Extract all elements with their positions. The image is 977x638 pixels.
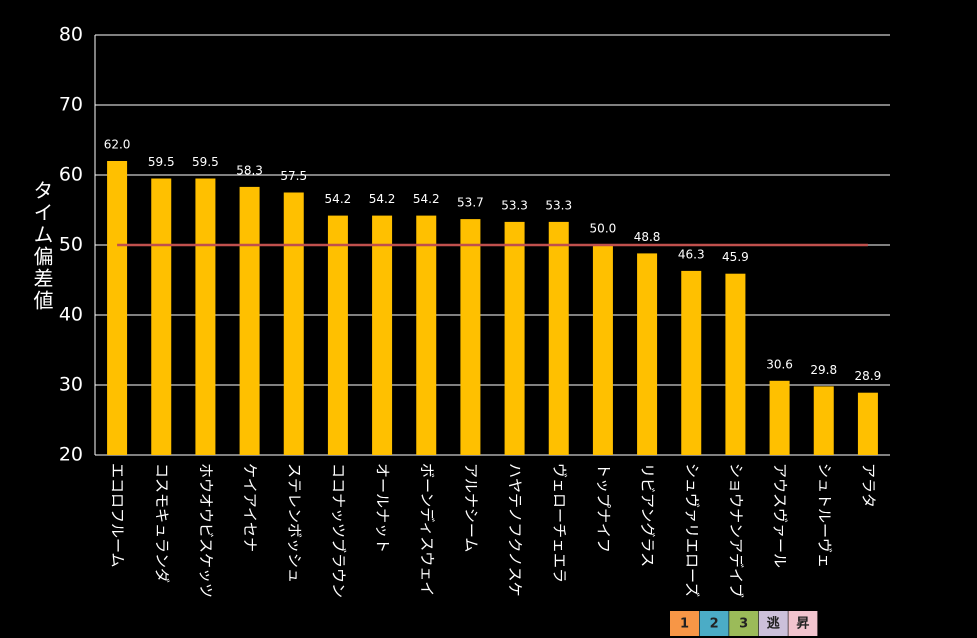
badge xyxy=(788,611,818,636)
data-label: 57.5 xyxy=(280,169,307,183)
x-tick-label: アウスヴァール xyxy=(771,463,789,568)
badge xyxy=(699,611,729,636)
y-tick-label: 40 xyxy=(59,304,83,326)
x-tick-label: ホウオウビスケッツ xyxy=(197,463,215,598)
x-tick-label: コスモキュランダ xyxy=(153,463,171,583)
data-label: 53.3 xyxy=(501,198,528,212)
y-tick-label: 80 xyxy=(59,24,83,46)
data-label: 53.3 xyxy=(545,198,572,212)
bar xyxy=(151,178,172,455)
x-tick-label: オールナット xyxy=(374,463,392,553)
data-label: 62.0 xyxy=(104,138,131,152)
badge-label: 昇 xyxy=(796,617,809,632)
x-tick-label: ハヤテノフクノスケ xyxy=(506,463,524,597)
bar xyxy=(548,221,569,455)
data-label: 29.8 xyxy=(810,363,837,377)
y-tick-label: 30 xyxy=(59,374,83,396)
bar xyxy=(504,221,525,455)
bar xyxy=(239,186,260,455)
y-tick-label: 50 xyxy=(59,234,83,256)
data-label: 48.8 xyxy=(634,230,661,244)
bar xyxy=(195,178,216,455)
badge xyxy=(670,611,699,636)
badge-label: 3 xyxy=(739,617,748,632)
data-label: 54.2 xyxy=(325,192,352,206)
badge-label: 1 xyxy=(680,617,689,632)
x-tick-label: アラタ xyxy=(859,463,877,508)
x-tick-label: シュヴァリエローズ xyxy=(683,463,701,597)
data-label: 59.5 xyxy=(192,155,219,169)
data-label: 59.5 xyxy=(148,155,175,169)
data-label: 30.6 xyxy=(766,357,793,371)
x-tick-label: シュトルーヴェ xyxy=(815,463,833,568)
data-label: 53.7 xyxy=(457,196,484,210)
bar xyxy=(416,215,437,455)
data-label: 54.2 xyxy=(413,192,440,206)
bar xyxy=(813,386,834,455)
data-label: 58.3 xyxy=(236,163,263,177)
x-tick-label: エコロフルーム xyxy=(109,463,127,568)
bar xyxy=(592,245,613,455)
badge xyxy=(758,611,788,636)
badge-label: 2 xyxy=(710,617,719,632)
bar xyxy=(681,270,702,455)
x-tick-label: ステレンボッシュ xyxy=(285,463,303,583)
bar xyxy=(857,392,878,455)
x-tick-label: ボーンディスウェイ xyxy=(418,463,436,596)
bar xyxy=(460,219,481,455)
bar xyxy=(107,161,128,455)
data-label: 54.2 xyxy=(369,192,396,206)
x-tick-label: ケイアイセナ xyxy=(241,463,259,552)
bar xyxy=(372,215,393,455)
x-tick-label: ヴェローチェエラ xyxy=(550,463,568,583)
x-tick-label: アルナシーム xyxy=(462,463,480,552)
data-label: 45.9 xyxy=(722,250,749,264)
badge-label: 逃 xyxy=(767,616,781,632)
y-tick-label: 70 xyxy=(59,94,83,116)
x-tick-label: リビアングラス xyxy=(639,463,657,567)
bar xyxy=(725,273,746,455)
bar xyxy=(769,380,790,455)
badge xyxy=(729,611,759,636)
y-tick-label: 60 xyxy=(59,164,83,186)
bar xyxy=(637,253,658,455)
x-tick-label: トップナイフ xyxy=(594,463,612,553)
x-tick-label: ショウナンアデイブ xyxy=(727,463,745,598)
data-label: 46.3 xyxy=(678,247,705,261)
data-label: 50.0 xyxy=(590,222,617,236)
y-tick-label: 20 xyxy=(59,444,83,466)
data-label: 28.9 xyxy=(855,369,882,383)
x-tick-label: ココナッツブラウン xyxy=(329,463,347,598)
bar xyxy=(283,192,304,455)
y-axis-label: タイム偏差値 xyxy=(30,180,54,312)
bar xyxy=(327,215,348,455)
